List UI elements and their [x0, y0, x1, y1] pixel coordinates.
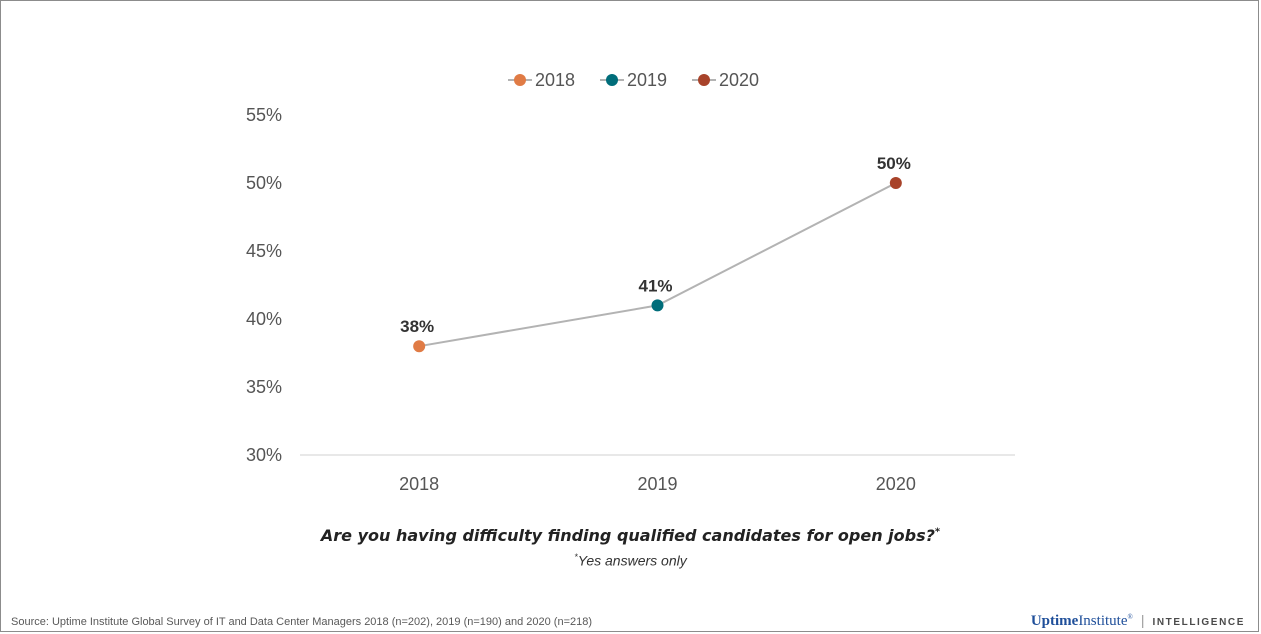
legend-label: 2018 — [535, 70, 575, 90]
legend-label: 2019 — [627, 70, 667, 90]
legend-marker — [698, 74, 710, 86]
data-label: 38% — [400, 317, 434, 336]
data-label: 41% — [638, 276, 672, 295]
chart-legend: 2018 2019 2020 — [508, 70, 759, 90]
legend-marker — [606, 74, 618, 86]
y-tick-label: 40% — [246, 309, 282, 329]
brand-separator: | — [1140, 612, 1145, 628]
y-tick-label: 55% — [246, 105, 282, 125]
x-axis: 2018 2019 2020 — [300, 454, 1015, 494]
series-line — [418, 182, 897, 348]
chart-series: 38% 41% 50% — [400, 154, 911, 353]
y-tick-label: 30% — [246, 445, 282, 465]
data-point — [651, 299, 664, 312]
brand-subtitle: INTELLIGENCE — [1152, 617, 1245, 628]
brand-logo: UptimeInstitute® | INTELLIGENCE — [1031, 612, 1245, 630]
y-tick-label: 45% — [246, 241, 282, 261]
x-tick-label: 2018 — [399, 474, 439, 494]
legend-marker — [514, 74, 526, 86]
legend-label: 2020 — [719, 70, 759, 90]
brand-name: UptimeInstitute® — [1030, 613, 1133, 629]
y-axis: 30% 35% 40% 45% 50% 55% — [246, 105, 282, 465]
data-label: 50% — [877, 154, 911, 173]
y-tick-label: 35% — [246, 377, 282, 397]
data-point — [413, 340, 426, 353]
y-tick-label: 50% — [246, 173, 282, 193]
survey-question: Are you having difficulty finding qualif… — [320, 526, 941, 545]
x-tick-label: 2019 — [637, 474, 677, 494]
source-citation: Source: Uptime Institute Global Survey o… — [11, 616, 593, 628]
answer-note: *Yes answers only — [574, 552, 687, 569]
x-tick-label: 2020 — [876, 474, 916, 494]
data-point — [889, 177, 902, 189]
